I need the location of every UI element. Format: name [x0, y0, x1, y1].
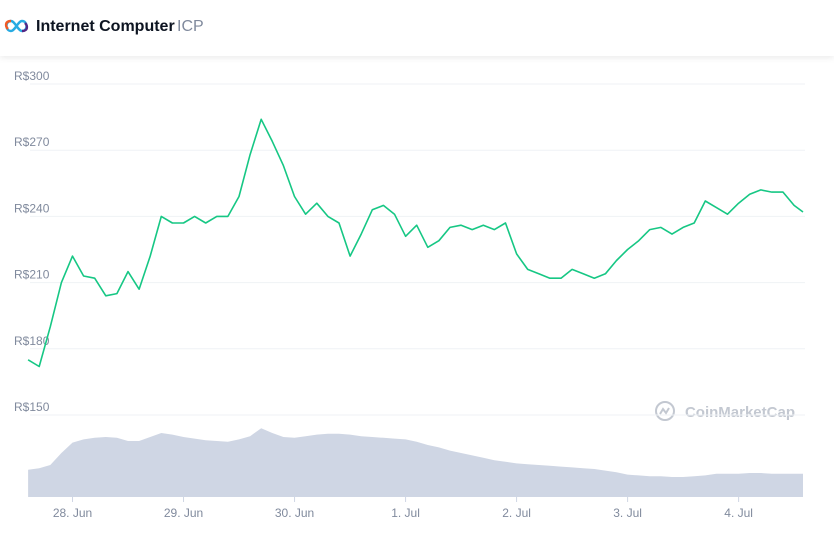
price-line — [27, 118, 804, 368]
y-tick-label: R$240 — [14, 201, 50, 215]
x-tick-label: 29. Jun — [164, 506, 203, 520]
y-tick-label: R$180 — [14, 334, 50, 348]
y-tick-label: R$270 — [14, 135, 50, 149]
x-tick-label: 4. Jul — [724, 506, 753, 520]
x-tick-label: 2. Jul — [502, 506, 531, 520]
coin-name: Internet Computer — [36, 18, 175, 35]
watermark-logo — [655, 401, 675, 421]
volume-area — [28, 428, 804, 497]
x-tick-label: 1. Jul — [391, 506, 420, 520]
y-tick-label: R$150 — [14, 400, 50, 414]
watermark: CoinMarketCap — [685, 404, 795, 421]
x-tick-label: 30. Jun — [275, 506, 314, 520]
y-tick-label: R$300 — [14, 69, 50, 83]
y-tick-label: R$210 — [14, 268, 50, 282]
logo — [4, 19, 29, 33]
header: Internet Computer ICP — [0, 0, 834, 56]
x-tick-label: 28. Jun — [53, 506, 92, 520]
header-bar: Internet Computer ICP — [4, 18, 204, 35]
coin-symbol: ICP — [177, 18, 204, 35]
x-tick-label: 3. Jul — [613, 506, 642, 520]
